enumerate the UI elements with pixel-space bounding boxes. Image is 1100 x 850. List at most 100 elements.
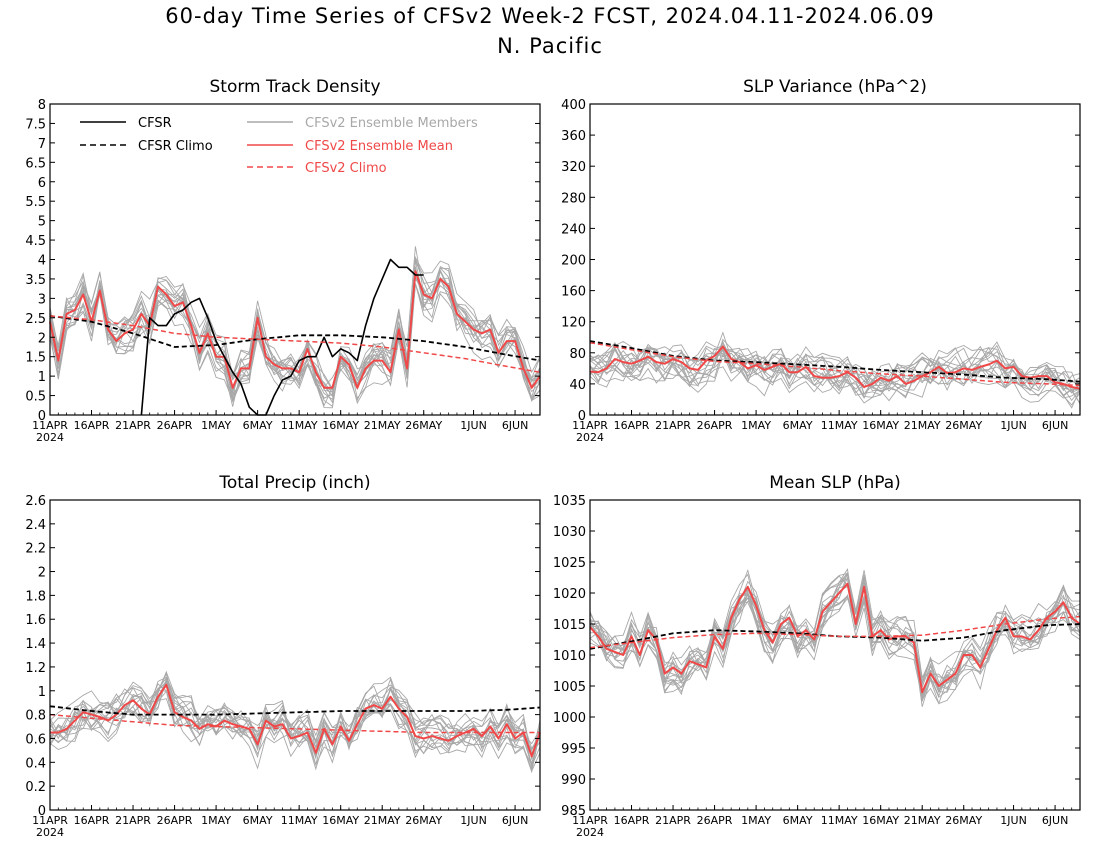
ensemble-member-line bbox=[49, 269, 541, 391]
cfsr-climo-line bbox=[589, 340, 1081, 383]
legend-cfsv2-climo-label: CFSv2 Climo bbox=[305, 161, 387, 176]
ensemble-member-line bbox=[49, 671, 541, 767]
y-tick-label: 80 bbox=[569, 347, 586, 362]
y-tick-label: 160 bbox=[561, 285, 586, 300]
ensemble-mean-line bbox=[49, 270, 541, 389]
y-tick-label: 3 bbox=[38, 292, 46, 307]
y-tick-label: 0.2 bbox=[25, 780, 46, 795]
storm-track-density-title: Storm Track Density bbox=[209, 77, 380, 97]
y-tick-label: 0.4 bbox=[25, 756, 46, 771]
y-tick-label: 240 bbox=[561, 222, 586, 237]
legend-cfsr-climo-label: CFSR Climo bbox=[138, 139, 213, 154]
x-tick-label: 21APR bbox=[115, 814, 151, 827]
y-tick-label: 2 bbox=[38, 566, 46, 581]
y-tick-label: 4.5 bbox=[25, 234, 46, 249]
x-tick-label: 26MAY bbox=[405, 814, 442, 827]
y-tick-label: 360 bbox=[561, 129, 586, 144]
x-tick-label: 6MAY bbox=[243, 814, 273, 827]
chart-panel-3: Total Precip (inch) 0 0.2 0.4 0.6 0.8 1 1.2 1.4 1… bbox=[25, 473, 541, 839]
ensemble-mean-line bbox=[50, 683, 541, 758]
cfsv2-climo-line bbox=[589, 341, 1081, 387]
chart-panel-4: Mean SLP (hPa) 985 990 995 1000 1005 1010 1015 1… bbox=[553, 473, 1081, 839]
y-tick-label: 200 bbox=[561, 254, 586, 269]
y-tick-label: 5 bbox=[38, 215, 46, 230]
y-tick-label: 1.2 bbox=[25, 661, 46, 676]
x-tick-label: 1MAY bbox=[741, 814, 771, 827]
x-tick-label: 21MAY bbox=[364, 814, 401, 827]
ensemble-member-line bbox=[49, 255, 541, 407]
chart-panel-1: Storm Track Density 0 0.5 1 1.5 2 2.5 3 3.5 4 4.5 5… bbox=[25, 77, 541, 444]
ensemble-member-line bbox=[589, 341, 1081, 395]
y-tick-label: 40 bbox=[569, 378, 586, 393]
x-tick-label: 21APR bbox=[655, 419, 691, 432]
ensemble-mean-line bbox=[589, 345, 1081, 390]
x-tick-label: 6JUN bbox=[1042, 419, 1069, 432]
y-tick-label: 120 bbox=[561, 316, 586, 331]
legend-cfsr-label: CFSR bbox=[138, 116, 172, 131]
ensemble-member-line bbox=[589, 571, 1081, 697]
y-tick-label: 1 bbox=[38, 685, 46, 700]
x-tick-label: 11MAY bbox=[281, 814, 318, 827]
ensemble-mean-line bbox=[589, 582, 1081, 694]
y-tick-label: 4 bbox=[38, 254, 46, 269]
y-tick-label: 0.6 bbox=[25, 732, 46, 747]
y-tick-label: 2.4 bbox=[25, 518, 46, 533]
x-tick-label: 1JUN bbox=[1000, 419, 1027, 432]
x-tick-label: 26APR bbox=[157, 814, 193, 827]
ensemble-member-line bbox=[49, 270, 541, 402]
y-tick-label: 320 bbox=[561, 160, 586, 175]
ensemble-member-line bbox=[49, 269, 541, 405]
y-tick-label: 6.5 bbox=[25, 156, 46, 171]
x-tick-label: 1MAY bbox=[201, 814, 231, 827]
x-tick-label: 6JUN bbox=[1042, 814, 1069, 827]
y-tick-label: 0.8 bbox=[25, 709, 46, 724]
x-year-label: 2024 bbox=[576, 826, 604, 839]
ensemble-member-line bbox=[49, 283, 541, 397]
x-tick-label: 16APR bbox=[614, 814, 650, 827]
cfsr-climo-line bbox=[589, 623, 1081, 650]
x-tick-label: 6MAY bbox=[783, 419, 813, 432]
y-tick-label: 1010 bbox=[553, 649, 586, 664]
ensemble-member-line bbox=[589, 346, 1081, 399]
y-tick-label: 2.6 bbox=[25, 494, 46, 509]
y-tick-label: 995 bbox=[561, 742, 586, 757]
ensemble-member-line bbox=[589, 331, 1081, 402]
x-tick-label: 1JUN bbox=[460, 814, 487, 827]
y-tick-label: 6 bbox=[38, 176, 46, 191]
x-tick-label: 26APR bbox=[697, 814, 733, 827]
y-tick-label: 280 bbox=[561, 191, 586, 206]
y-tick-label: 3.5 bbox=[25, 273, 46, 288]
x-tick-label: 6JUN bbox=[502, 419, 529, 432]
cfsv2-climo-line bbox=[49, 713, 540, 734]
y-tick-label: 1.4 bbox=[25, 637, 46, 652]
cfsv2-climo-line bbox=[589, 615, 1081, 649]
y-tick-label: 1030 bbox=[553, 525, 586, 540]
x-tick-label: 11APR bbox=[572, 814, 608, 827]
cfsr-climo-line bbox=[49, 705, 541, 716]
y-tick-label: 0 bbox=[38, 804, 46, 819]
x-tick-label: 16APR bbox=[614, 419, 650, 432]
cfsr-line bbox=[140, 258, 424, 416]
legend-members-label: CFSv2 Ensemble Members bbox=[305, 116, 478, 131]
x-tick-label: 16MAY bbox=[322, 814, 359, 827]
x-tick-label: 16APR bbox=[74, 814, 110, 827]
x-tick-label: 16APR bbox=[74, 419, 110, 432]
ensemble-member-line bbox=[589, 577, 1081, 699]
ensemble-member-line bbox=[49, 266, 541, 401]
y-tick-label: 1005 bbox=[553, 680, 586, 695]
x-tick-label: 11MAY bbox=[281, 419, 318, 432]
ensemble-member-line bbox=[589, 573, 1081, 705]
x-tick-label: 11APR bbox=[572, 419, 608, 432]
y-tick-label: 400 bbox=[561, 98, 586, 113]
ensemble-member-line bbox=[49, 267, 541, 402]
y-tick-label: 5.5 bbox=[25, 195, 46, 210]
y-tick-label: 1020 bbox=[553, 587, 586, 602]
x-tick-label: 6JUN bbox=[502, 814, 529, 827]
cfsv2-climo-line bbox=[49, 315, 541, 373]
x-year-label: 2024 bbox=[576, 431, 604, 444]
y-tick-label: 7 bbox=[38, 137, 46, 152]
page-title: 60-day Time Series of CFSv2 Week-2 FCST,… bbox=[165, 4, 935, 28]
x-tick-label: 1JUN bbox=[1000, 814, 1027, 827]
x-tick-label: 11MAY bbox=[821, 814, 858, 827]
